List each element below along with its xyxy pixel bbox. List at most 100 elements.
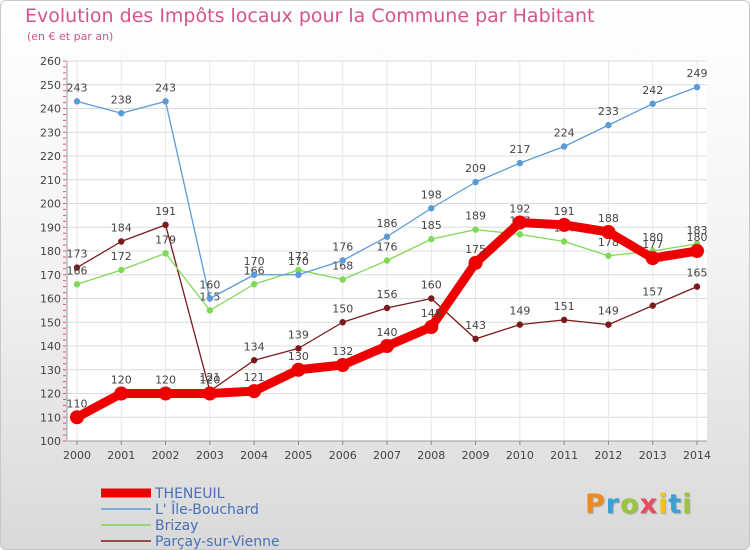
data-label: 217	[509, 143, 530, 156]
data-point	[601, 225, 616, 239]
data-label: 191	[155, 205, 176, 218]
data-label: 110	[67, 397, 88, 410]
legend-label: THENEUIL	[154, 486, 225, 502]
data-point	[202, 386, 217, 401]
data-label: 120	[111, 374, 132, 387]
proxiti-logo: Proxiti	[585, 489, 693, 520]
series-3: 173 184 191 121 134 139 150 156 160 143 149 151 149 1…	[67, 205, 708, 395]
data-label: 165	[687, 267, 708, 280]
data-point	[512, 215, 527, 230]
y-tick-label: 140	[40, 340, 61, 353]
data-label: 173	[67, 248, 88, 261]
data-point	[560, 143, 568, 150]
y-tick-label: 200	[40, 198, 61, 211]
y-tick-label: 170	[40, 269, 61, 282]
data-label: 130	[288, 350, 309, 363]
data-point	[162, 250, 169, 257]
data-point	[73, 98, 81, 105]
data-point	[472, 178, 479, 186]
data-point	[158, 386, 173, 401]
data-point	[428, 295, 435, 302]
data-point	[73, 281, 81, 288]
data-point	[250, 271, 258, 278]
data-point	[468, 255, 483, 270]
data-label: 166	[67, 264, 88, 277]
data-label: 176	[377, 241, 398, 254]
y-tick-label: 260	[40, 55, 61, 68]
data-label: 180	[642, 231, 663, 244]
data-point	[250, 281, 258, 288]
data-point	[428, 205, 435, 212]
y-tick-label: 190	[40, 221, 61, 234]
y-tick-label: 220	[40, 150, 61, 163]
data-point	[118, 266, 125, 274]
data-label: 172	[111, 250, 132, 263]
data-label: 166	[244, 264, 265, 277]
logo-letter: t	[668, 489, 683, 520]
data-label: 224	[554, 127, 575, 140]
x-tick-label: 2011	[550, 449, 578, 462]
data-point	[649, 302, 656, 309]
data-point	[383, 257, 391, 264]
data-label: 149	[509, 305, 530, 318]
data-point	[118, 110, 125, 117]
data-label: 120	[199, 374, 220, 387]
data-label: 185	[421, 219, 442, 232]
data-point	[250, 357, 258, 364]
data-point	[295, 271, 302, 278]
data-point	[70, 410, 84, 425]
data-label: 191	[554, 205, 575, 218]
data-point	[247, 384, 262, 399]
y-tick-label: 120	[40, 388, 61, 401]
y-tick-label: 250	[40, 79, 61, 92]
chart-title: Evolution des Impôts locaux pour la Comm…	[25, 5, 595, 27]
data-label: 140	[377, 326, 398, 339]
data-point	[605, 252, 612, 259]
data-point	[690, 244, 704, 258]
data-label: 209	[465, 162, 486, 175]
data-label: 121	[199, 371, 220, 384]
data-point	[206, 307, 214, 314]
data-point	[472, 226, 479, 233]
data-label: 249	[687, 67, 708, 80]
data-label: 188	[598, 212, 619, 225]
data-label: 149	[598, 305, 619, 318]
x-tick-label: 2004	[240, 449, 268, 462]
data-label: 242	[642, 84, 663, 97]
data-point	[557, 217, 572, 232]
data-point	[295, 266, 302, 274]
data-point	[424, 320, 439, 334]
data-point	[560, 238, 568, 245]
logo-letter: i	[658, 489, 669, 520]
data-point	[516, 159, 524, 167]
y-tick-label: 210	[40, 174, 61, 187]
x-tick-label: 2007	[373, 449, 401, 462]
logo-letter: P	[585, 489, 606, 520]
data-label: 243	[67, 81, 88, 94]
data-label: 189	[465, 210, 486, 223]
data-label: 132	[332, 345, 353, 358]
data-label: 177	[642, 238, 663, 251]
data-label: 134	[244, 340, 265, 353]
logo-letter: r	[605, 489, 621, 520]
y-tick-label: 100	[40, 435, 61, 448]
legend-label: L' Île-Bouchard	[155, 500, 259, 518]
data-point	[291, 362, 306, 377]
x-tick-label: 2013	[639, 449, 667, 462]
logo-letter: i	[682, 489, 693, 520]
data-label: 179	[155, 233, 176, 246]
x-tick-label: 2008	[417, 449, 445, 462]
data-label: 184	[111, 222, 132, 235]
chart-subtitle: (en € et par an)	[27, 30, 114, 43]
data-point	[295, 345, 302, 352]
y-tick-label: 150	[40, 316, 61, 329]
logo-letter: o	[620, 489, 640, 520]
data-label: 170	[288, 255, 309, 268]
data-label: 150	[332, 302, 353, 315]
x-tick-label: 2000	[63, 449, 91, 462]
data-label: 243	[155, 81, 176, 94]
y-tick-label: 230	[40, 126, 61, 139]
